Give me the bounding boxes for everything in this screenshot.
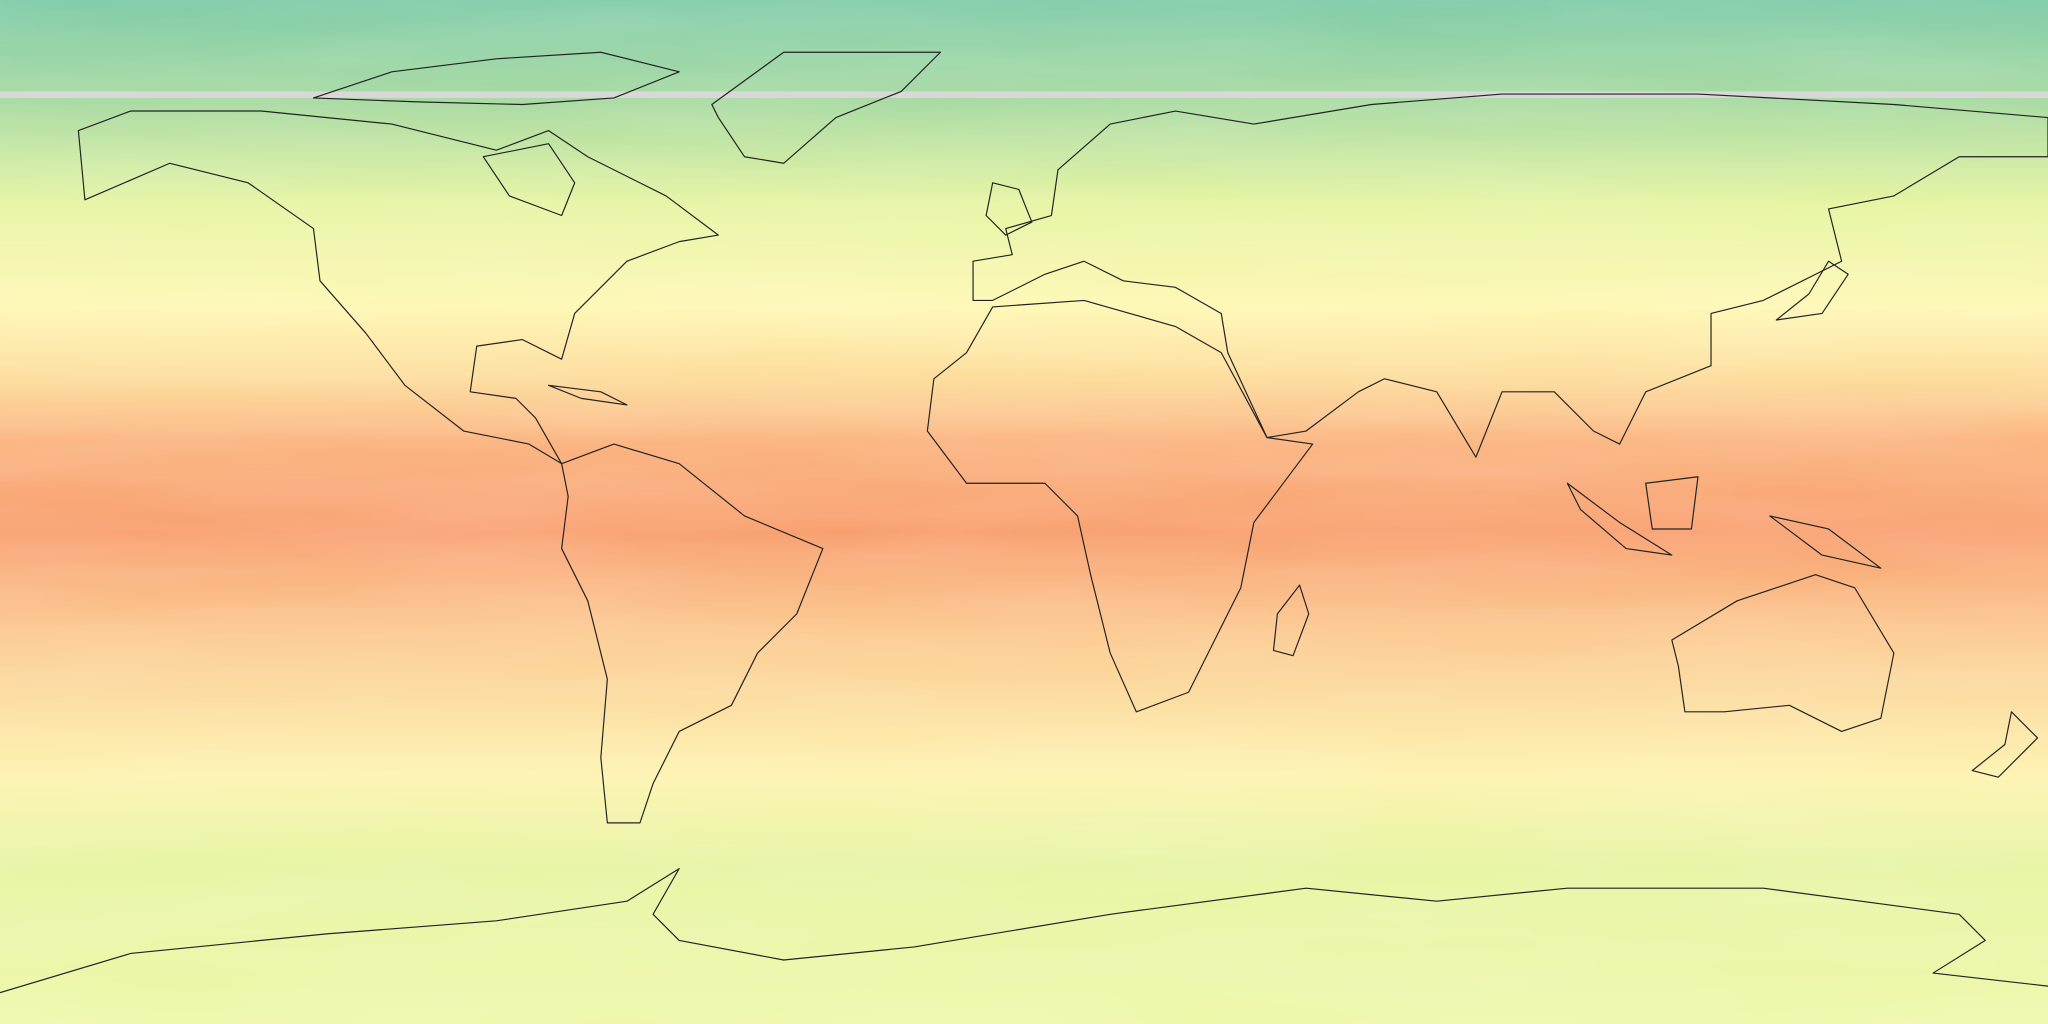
coastline-eurasia [972,93,2048,458]
coastline-british-isles [985,182,1033,236]
coastline-greenland [711,51,941,164]
coastline-australia [1671,574,1895,733]
coastline-japan [1775,260,1849,321]
coastline-north-america [77,110,719,465]
coastline-indonesia [1566,476,1882,569]
coastline-madagascar [1272,584,1310,657]
coastline-new-zealand [1971,711,2039,778]
coastline-caribbean [547,384,628,406]
coastline-arctic-islands [312,51,680,217]
coastline-antarctica [0,867,2048,994]
missing-data-strip [0,91,2048,98]
coastline-africa [926,299,1314,713]
coastline-south-america [561,443,824,824]
